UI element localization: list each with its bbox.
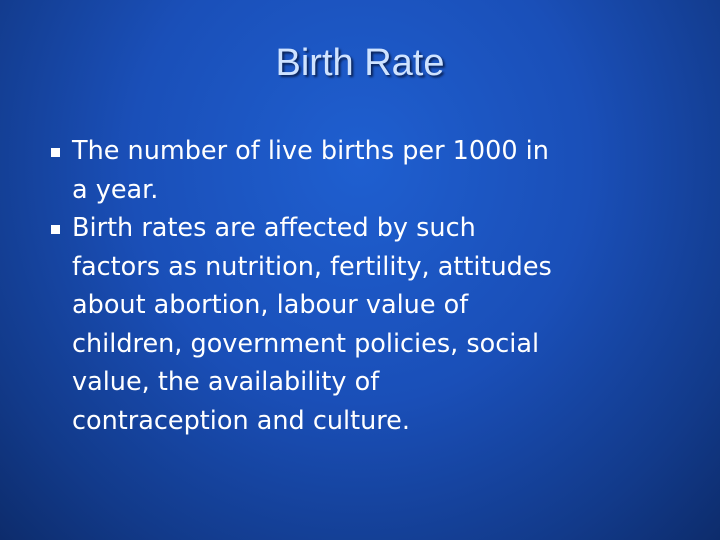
bullet-marker	[51, 225, 60, 234]
slide-title: Birth Rate	[275, 42, 445, 84]
slide-body: The number of live births per 1000 in a y…	[48, 132, 698, 440]
bullet-text-line: about abortion, labour value of	[72, 290, 469, 320]
bullet-text-line: factors as nutrition, fertility, attitud…	[72, 251, 552, 282]
bullet-text-line: a year.	[72, 174, 159, 205]
bullet: Birth rates are affected by such factors …	[48, 209, 698, 440]
bullet-marker	[51, 148, 60, 157]
bullet: The number of live births per 1000 in a y…	[48, 132, 698, 209]
bullet-text-line: contraception and culture.	[72, 405, 410, 436]
bullet-text-line: children, government policies, social	[72, 328, 540, 359]
bullet-text-line: The number of live births per 1000 in	[72, 136, 549, 166]
bullet-text-line: Birth rates are affected by such	[72, 213, 476, 243]
bullet-text-line: value, the availability of	[72, 367, 380, 397]
